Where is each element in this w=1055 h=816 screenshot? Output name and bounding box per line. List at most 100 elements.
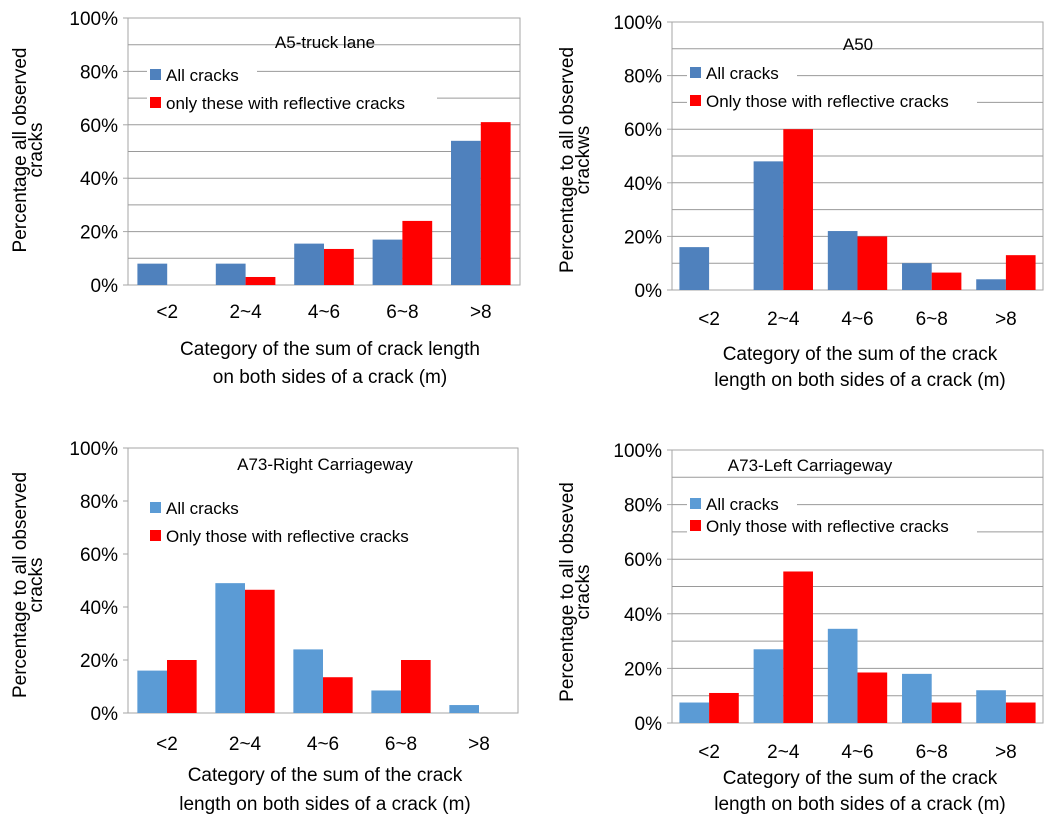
legend-label: All cracks — [166, 499, 239, 518]
bar-all-cracks-3 — [294, 243, 324, 285]
x-tick-label: 4~6 — [841, 742, 873, 763]
bar-all-cracks-1 — [679, 247, 710, 290]
y-tick-label: 60% — [624, 550, 662, 571]
bar-all-cracks-5 — [449, 705, 479, 713]
y-tick-label: 100% — [613, 13, 662, 34]
x-tick-label: <2 — [156, 734, 178, 755]
x-tick-label: 2~4 — [767, 742, 800, 763]
legend-swatch — [150, 530, 161, 541]
y-tick-label: 40% — [624, 174, 662, 195]
legend-bg — [687, 512, 977, 536]
chart-title: A5-truck lane — [275, 33, 375, 52]
x-tick-label: >8 — [470, 302, 492, 323]
legend-bg — [147, 522, 437, 546]
bar-all-cracks-4 — [372, 239, 403, 285]
bar-all-cracks-2 — [215, 263, 246, 285]
y-tick-label: 40% — [80, 598, 118, 619]
y-tick-label: 40% — [80, 169, 118, 190]
bar-reflective-cracks-2 — [245, 589, 275, 713]
chart-panel-1: 0% 20% 40% 60% 80% 100% <2 2~4 4~6 6~8 >8 A5-truck … — [10, 9, 521, 388]
x-tick-label: >8 — [995, 742, 1017, 763]
bar-all-cracks-3 — [827, 628, 858, 723]
legend-label: only these with reflective cracks — [166, 94, 405, 113]
x-axis-label: Category of the sum of the crack length o… — [714, 768, 1005, 815]
y-tick-label: 60% — [80, 545, 118, 566]
chart-title: A73-Right Carriageway — [237, 455, 413, 474]
bar-reflective-cracks-3 — [857, 236, 888, 290]
bar-reflective-cracks-5 — [1005, 255, 1036, 290]
y-axis-label: Percentage to all observedcracks — [10, 472, 47, 698]
y-tick-label: 0% — [91, 704, 119, 725]
y-tick-label: 60% — [624, 120, 662, 141]
y-axis-label: Percentage to all observedcrackws — [557, 47, 594, 273]
bar-all-cracks-1 — [137, 263, 168, 285]
bar-all-cracks-3 — [827, 231, 858, 290]
bar-all-cracks-1 — [137, 670, 167, 713]
bar-reflective-cracks-2 — [783, 129, 813, 290]
bar-reflective-cracks-2 — [783, 571, 813, 723]
x-tick-label: 6~8 — [386, 302, 418, 323]
bar-reflective-cracks-1 — [167, 660, 197, 713]
y-axis-label: Percentage to all obsevedcracks — [557, 482, 594, 702]
bar-all-cracks-4 — [902, 263, 932, 290]
y-tick-label: 80% — [80, 492, 118, 513]
bar-reflective-cracks-3 — [323, 677, 353, 713]
chart-panel-4: 0% 20% 40% 60% 80% 100% <2 2~4 4~6 6~8 >8 A73-Left … — [557, 441, 1044, 815]
x-axis-label: Category of the sum of the crack length o… — [714, 344, 1005, 391]
x-tick-label: <2 — [698, 742, 720, 763]
x-tick-label: 4~6 — [308, 302, 340, 323]
bar-reflective-cracks-5 — [1005, 702, 1036, 723]
bar-reflective-cracks-4 — [931, 702, 962, 723]
bar-all-cracks-5 — [451, 140, 481, 285]
y-tick-label: 0% — [91, 276, 119, 297]
legend-swatch — [690, 498, 701, 509]
x-tick-label: 6~8 — [916, 742, 948, 763]
bar-all-cracks-2 — [753, 649, 784, 723]
y-tick-label: 80% — [624, 67, 662, 88]
y-tick-label: 60% — [80, 116, 118, 137]
bar-all-cracks-2 — [215, 583, 245, 713]
x-tick-label: <2 — [156, 302, 178, 323]
bar-reflective-cracks-3 — [324, 248, 354, 285]
bar-all-cracks-5 — [976, 279, 1006, 290]
bar-reflective-cracks-4 — [931, 272, 962, 290]
y-tick-label: 100% — [613, 441, 662, 462]
y-tick-label: 20% — [624, 227, 662, 248]
legend-bg — [147, 89, 437, 113]
bar-all-cracks-1 — [679, 702, 710, 723]
bar-all-cracks-5 — [976, 690, 1006, 723]
chart-title: A73-Left Carriageway — [728, 456, 893, 475]
y-tick-label: 0% — [635, 281, 663, 302]
x-tick-label: 4~6 — [307, 734, 339, 755]
y-tick-label: 80% — [624, 496, 662, 517]
chart-panel-2: 0% 20% 40% 60% 80% 100% <2 2~4 4~6 6~8 >8 A50 All cr… — [557, 13, 1044, 391]
legend-bg — [687, 87, 977, 111]
x-tick-label: 2~4 — [229, 302, 262, 323]
chart-title: A50 — [843, 35, 873, 54]
legend-bg — [147, 494, 257, 518]
bar-reflective-cracks-2 — [245, 276, 276, 285]
bar-reflective-cracks-4 — [401, 660, 431, 713]
legend-bg — [687, 59, 797, 83]
x-tick-label: 2~4 — [767, 309, 800, 330]
y-tick-label: 0% — [635, 714, 663, 735]
legend-label: All cracks — [166, 66, 239, 85]
legend-swatch — [150, 97, 161, 108]
bar-reflective-cracks-3 — [857, 672, 888, 723]
legend-label: All cracks — [706, 495, 779, 514]
x-axis-label: Category of the sum of the crack length o… — [179, 765, 470, 815]
x-tick-label: >8 — [995, 309, 1017, 330]
y-tick-label: 20% — [624, 659, 662, 680]
legend-swatch — [690, 520, 701, 531]
y-tick-label: 100% — [69, 439, 118, 460]
x-tick-label: 4~6 — [841, 309, 873, 330]
legend-swatch — [690, 95, 701, 106]
legend-swatch — [690, 67, 701, 78]
legend-swatch — [150, 502, 161, 513]
legend-bg — [687, 490, 797, 514]
y-tick-label: 100% — [69, 9, 118, 30]
bar-reflective-cracks-4 — [402, 220, 433, 285]
bar-reflective-cracks-5 — [480, 122, 511, 285]
chart-panel-3: 0% 20% 40% 60% 80% 100% <2 2~4 4~6 6~8 >8 A73-Right… — [10, 439, 519, 815]
